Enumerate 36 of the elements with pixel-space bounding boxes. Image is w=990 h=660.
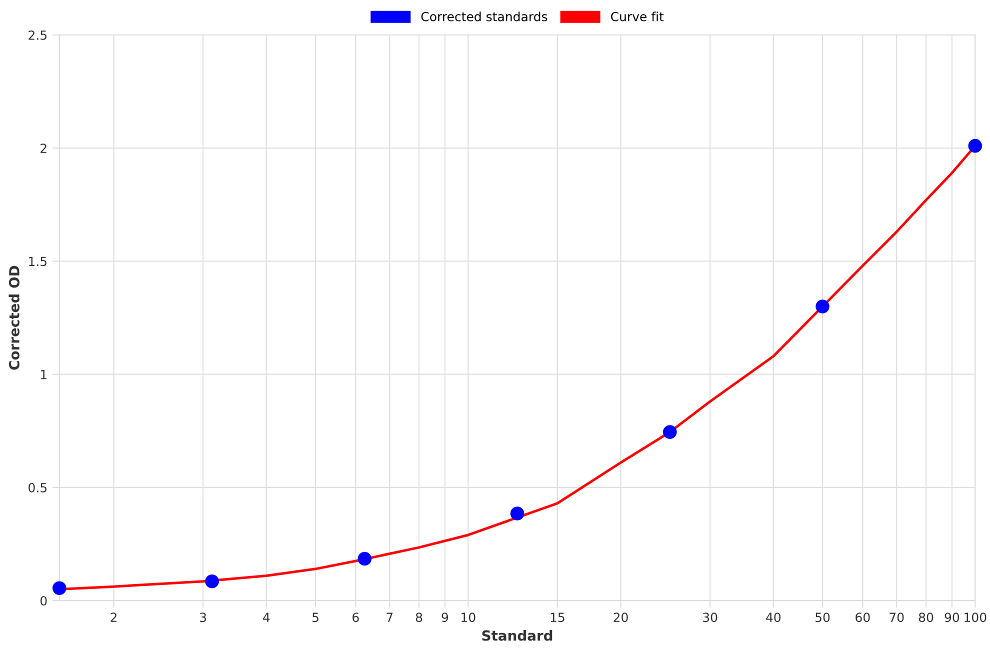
x-tick-label: 90: [944, 612, 960, 622]
legend-label: Corrected standards: [421, 12, 548, 22]
y-tick-label: 2.5: [28, 30, 47, 40]
point: [510, 506, 524, 520]
point: [662, 425, 677, 439]
point: [205, 574, 219, 588]
x-tick-label: 100: [964, 612, 986, 622]
x-tick-label: 3: [200, 612, 206, 622]
x-tick-label: 20: [614, 612, 628, 622]
point: [816, 300, 830, 314]
x-tick-label: 80: [918, 612, 934, 622]
y-tick-label: 1.5: [29, 256, 47, 266]
x-tick-label: 8: [416, 612, 422, 622]
x-tick-label: 10: [462, 612, 476, 622]
x-tick-label: 5: [312, 612, 318, 622]
x-tick-label: 6: [352, 612, 359, 622]
x-tick-label: 9: [442, 612, 448, 622]
x-tick-label: 70: [890, 612, 904, 622]
x-tick-label: 50: [816, 612, 830, 622]
point: [968, 138, 982, 153]
x-tick-label: 2: [110, 612, 116, 622]
point: [358, 552, 372, 566]
x-tick-label: 7: [386, 612, 393, 622]
x-tick-label: 60: [856, 612, 870, 622]
legend-label: Curve fit: [611, 12, 664, 22]
x-axis-title: Standard: [482, 630, 552, 641]
y-tick-label: 1: [41, 370, 46, 380]
x-tick-label: 15: [550, 612, 564, 622]
x-tick-label: 4: [263, 612, 270, 622]
point: [52, 581, 66, 596]
x-tick-label: 30: [703, 612, 718, 622]
y-tick-label: 2: [40, 144, 46, 153]
y-tick-label: 0: [40, 596, 47, 606]
y-tick-label: 0.5: [28, 482, 47, 492]
y-axis-title: Corrected OD: [8, 266, 20, 370]
x-tick-label: 40: [766, 612, 781, 622]
